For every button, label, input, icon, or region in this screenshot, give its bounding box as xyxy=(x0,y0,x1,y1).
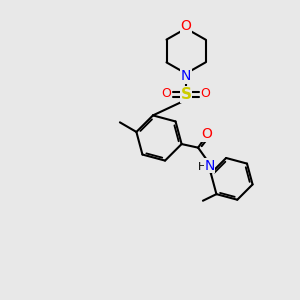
Text: N: N xyxy=(181,69,191,83)
Text: O: O xyxy=(181,19,191,33)
Text: O: O xyxy=(201,86,210,100)
Text: O: O xyxy=(201,127,212,141)
Text: S: S xyxy=(181,87,191,102)
Text: H: H xyxy=(197,162,206,172)
Text: O: O xyxy=(162,86,171,100)
Text: N: N xyxy=(204,159,215,173)
